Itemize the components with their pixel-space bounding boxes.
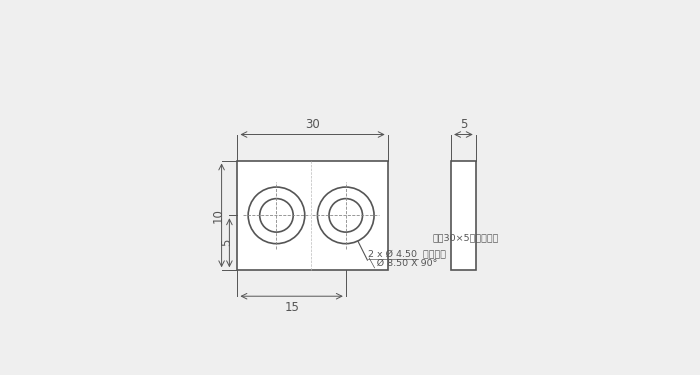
Circle shape xyxy=(318,187,374,244)
Text: 要准30×5平面磁性強: 要准30×5平面磁性強 xyxy=(433,234,499,243)
Text: 5: 5 xyxy=(220,239,234,246)
Bar xyxy=(237,160,388,270)
Text: 30: 30 xyxy=(305,118,320,131)
Circle shape xyxy=(329,199,363,232)
Circle shape xyxy=(248,187,304,244)
Circle shape xyxy=(260,199,293,232)
Text: 2 x Ø 4.50  完全貫穿: 2 x Ø 4.50 完全貫穿 xyxy=(368,250,447,259)
Text: 15: 15 xyxy=(284,300,299,313)
Text: 10: 10 xyxy=(211,208,224,223)
Text: ╲ Ø 8.50 X 90°: ╲ Ø 8.50 X 90° xyxy=(368,258,438,268)
Bar xyxy=(451,160,476,270)
Text: 5: 5 xyxy=(460,118,467,131)
